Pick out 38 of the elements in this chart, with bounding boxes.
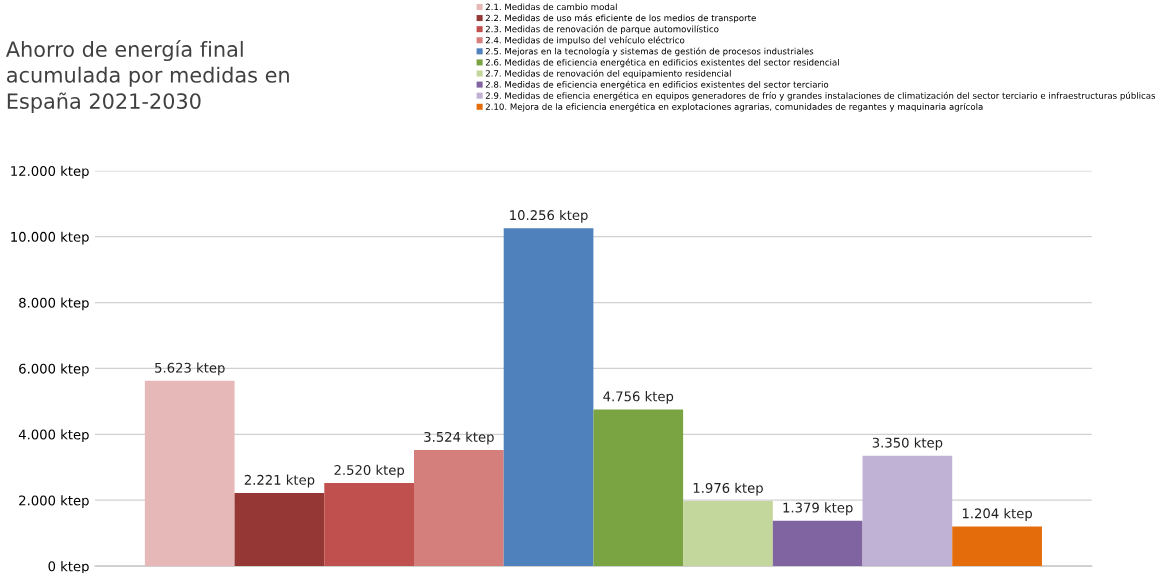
bar [772, 520, 863, 567]
data-label: 1.204 ktep [962, 508, 1032, 521]
data-label: 3.524 ktep [424, 431, 494, 445]
legend-label: 2.1. Medidas de cambio modal [485, 3, 617, 11]
legend-label: 2.6. Medidas de eficiencia energética en edificios existentes del sector residencial [485, 58, 839, 68]
data-label: 1.976 ktep [693, 482, 763, 496]
y-tick-label: 12.000 ktep [11, 165, 89, 179]
y-tick-label: 0 ktep [48, 561, 89, 573]
legend-label: 2.9. Medidas de efiencia energética en equipos generadores de frío y grandes instalaciones de climatización del sector terciario e infraestructuras públicas [485, 91, 1156, 101]
legend-label: 2.7. Medidas de renovación del equipamiento residencial [485, 69, 731, 79]
bar [862, 455, 953, 567]
chart-title: Ahorro de energía final acumulada por medidas en España 2021-2030 [5, 40, 289, 113]
bar [324, 483, 414, 567]
y-tick-label: 2.000 ktep [19, 495, 89, 508]
data-label: 2.221 ktep [244, 474, 315, 488]
legend-label: 2.8. Medidas de eficiencia energética en edificios existentes del sector terciario [485, 80, 829, 90]
data-label: 10.256 ktep [510, 209, 588, 223]
data-label: 2.520 ktep [334, 464, 405, 478]
data-label: 4.756 ktep [603, 391, 674, 404]
bar [593, 409, 684, 567]
legend-label: 2.2. Medidas de uso más eficiente de los medios de transporte [485, 14, 756, 23]
data-label: 5.623 ktep [155, 362, 225, 376]
bar [503, 228, 594, 567]
legend-label: 2.4. Medidas de impulso del vehículo eléctrico [485, 36, 685, 46]
legend-label: 2.5. Mejoras en la tecnología y sistemas de gestión de procesos industriales [485, 47, 814, 57]
bar [234, 492, 325, 567]
legend-label: 2.3. Medidas de renovación de parque automovilístico [485, 25, 719, 34]
data-label: 3.350 ktep [872, 437, 943, 451]
bar [413, 450, 504, 567]
y-tick-label: 4.000 ktep [18, 429, 89, 443]
bar [144, 380, 235, 567]
y-tick-label: 6.000 ktep [19, 363, 89, 377]
data-label: 1.379 ktep [783, 502, 853, 516]
legend-label: 2.10. Mejora de la eficiencia energética en explotaciones agrarias, comunidades de regantes y maquinaria agrícola [485, 102, 983, 112]
y-tick-label: 8.000 ktep [19, 297, 89, 311]
bar [952, 526, 1042, 567]
y-tick-label: 10.000 ktep [11, 231, 89, 245]
bar [683, 501, 773, 567]
